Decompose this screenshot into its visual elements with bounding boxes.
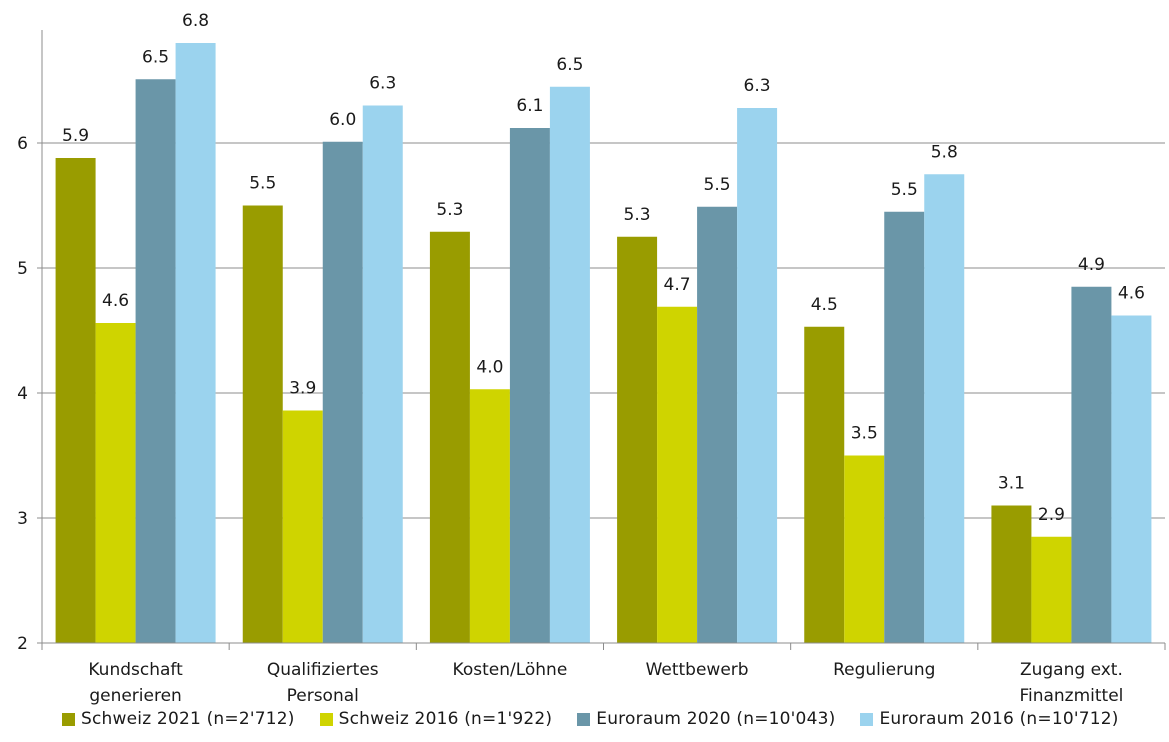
bar [322, 141, 363, 643]
y-tick-label: 6 [17, 134, 28, 154]
y-tick-label: 5 [17, 259, 28, 279]
bar [737, 108, 778, 643]
y-tick-label: 3 [17, 509, 28, 529]
x-tick-label: Kundschaft [88, 660, 183, 680]
bar [362, 105, 403, 643]
legend-swatch [319, 712, 333, 726]
legend-item-schweiz-2016: Schweiz 2016 (n=1'922) [319, 709, 553, 729]
bar [282, 410, 323, 643]
legend-label: Euroraum 2020 (n=10'043) [596, 709, 836, 729]
bar [991, 505, 1032, 643]
x-tick-label: Personal [287, 686, 359, 706]
data-label: 5.5 [249, 174, 276, 194]
legend-swatch [860, 712, 874, 726]
data-label: 3.1 [998, 474, 1025, 494]
bar [55, 158, 96, 643]
y-tick-label: 4 [17, 384, 28, 404]
x-tick-label: Zugang ext. [1020, 660, 1123, 680]
data-label: 4.7 [664, 275, 691, 295]
x-tick-label: generieren [89, 686, 182, 706]
bar [804, 326, 845, 643]
legend-swatch [62, 712, 75, 726]
data-label: 6.3 [744, 76, 771, 96]
bar [924, 174, 965, 643]
data-label: 2.9 [1038, 505, 1065, 525]
bar [509, 128, 550, 643]
data-label: 5.5 [891, 180, 918, 200]
legend-item-schweiz-2021: Schweiz 2021 (n=2'712) [62, 709, 295, 729]
data-label: 6.3 [369, 74, 396, 94]
data-label: 4.6 [102, 291, 129, 311]
y-tick-label: 2 [17, 634, 28, 654]
bar [697, 206, 738, 643]
bar [1071, 286, 1112, 643]
bar [469, 389, 510, 643]
data-label: 6.0 [329, 110, 356, 130]
data-label: 6.5 [142, 47, 169, 67]
bar [429, 231, 470, 643]
data-label: 6.5 [556, 55, 583, 75]
legend-label: Schweiz 2016 (n=1'922) [338, 709, 553, 729]
bar [242, 205, 283, 643]
x-tick-label: Wettbewerb [646, 660, 749, 680]
data-label: 5.3 [624, 205, 651, 225]
legend-item-euroraum-2020: Euroraum 2020 (n=10'043) [577, 709, 835, 729]
bar [95, 323, 136, 643]
legend-item-euroraum-2016: Euroraum 2016 (n=10'712) [860, 709, 1118, 729]
legend: Schweiz 2021 (n=2'712) Schweiz 2016 (n=1… [62, 709, 1144, 729]
data-label: 3.9 [289, 379, 316, 399]
bar [1111, 315, 1152, 643]
legend-label: Euroraum 2016 (n=10'712) [879, 709, 1119, 729]
data-label: 4.5 [811, 295, 838, 315]
data-label: 5.8 [931, 142, 958, 162]
bar [884, 211, 925, 643]
data-label: 3.5 [851, 424, 878, 444]
legend-swatch [577, 712, 591, 726]
data-label: 5.9 [62, 126, 89, 146]
data-label: 5.3 [436, 200, 463, 220]
bar [135, 79, 176, 643]
bar [175, 43, 216, 643]
x-tick-label: Finanzmittel [1019, 686, 1123, 706]
data-label: 5.5 [704, 175, 731, 195]
bar [1031, 536, 1072, 643]
bar [844, 455, 885, 643]
x-tick-label: Kosten/Löhne [453, 660, 568, 680]
x-tick-label: Qualifiziertes [267, 660, 379, 680]
bar [549, 86, 590, 643]
data-label: 6.1 [516, 96, 543, 116]
data-label: 4.0 [476, 357, 503, 377]
bar [617, 236, 658, 643]
legend-label: Schweiz 2021 (n=2'712) [81, 709, 295, 729]
data-label: 6.8 [182, 11, 209, 31]
bar [657, 306, 698, 643]
x-tick-label: Regulierung [833, 660, 935, 680]
data-label: 4.6 [1118, 284, 1145, 304]
data-label: 4.9 [1078, 255, 1105, 275]
